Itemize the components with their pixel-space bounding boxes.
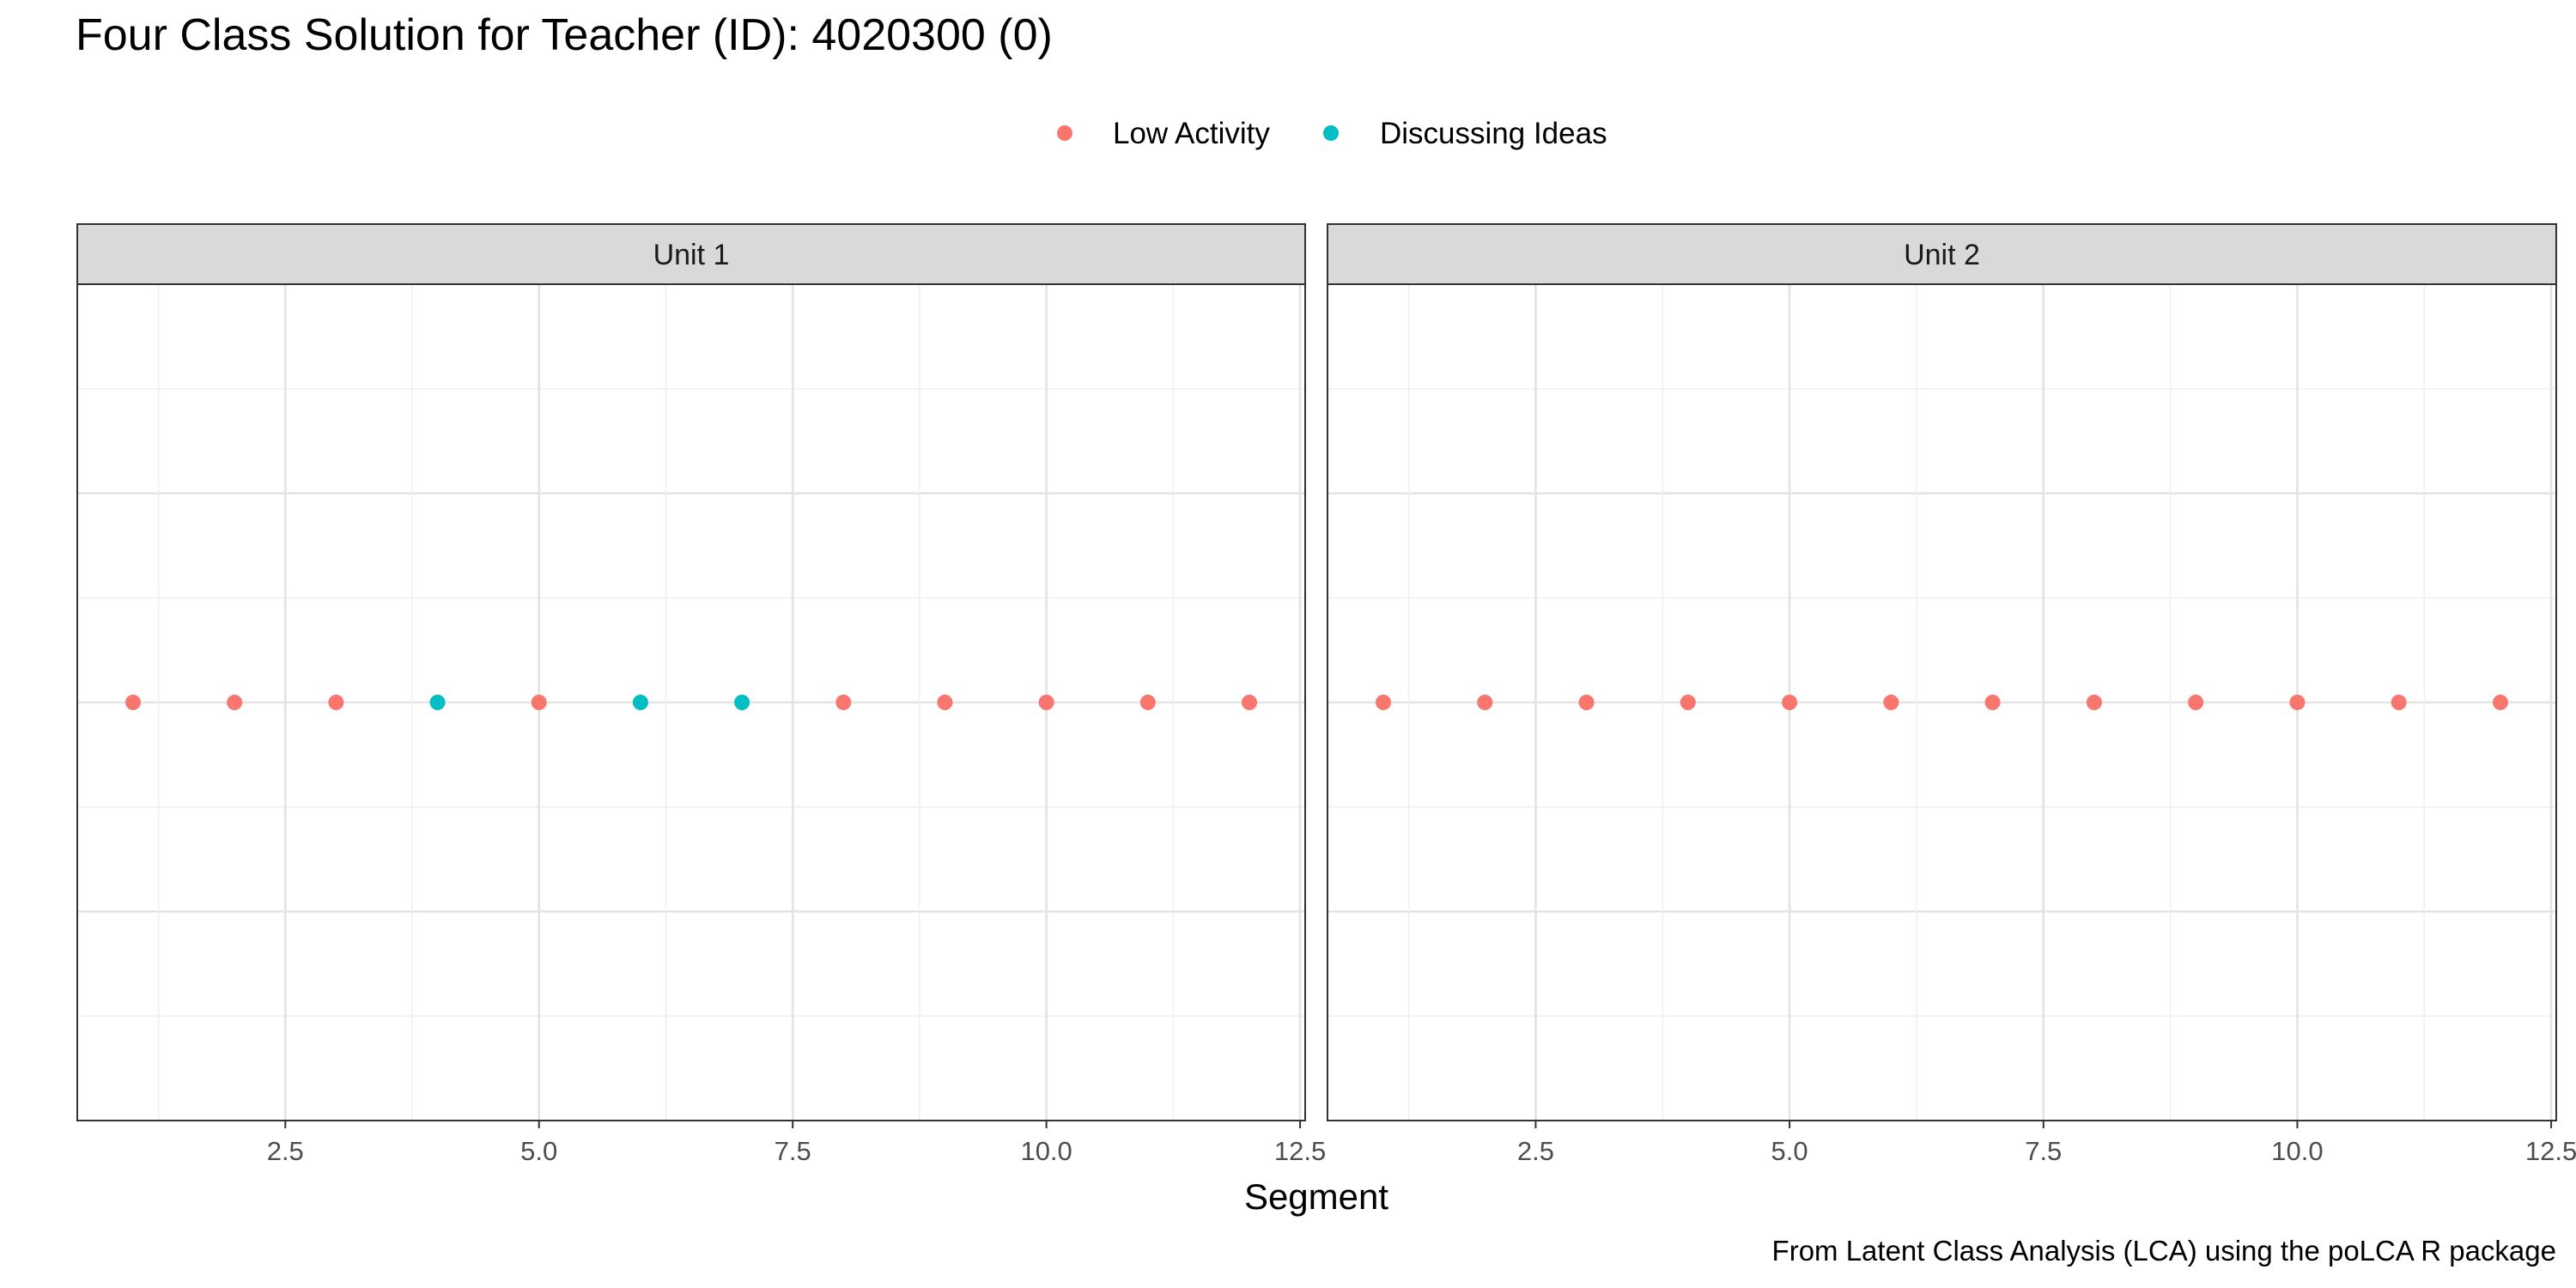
facet-strip-label: Unit 1 — [653, 239, 730, 271]
facet-strip-label: Unit 2 — [1904, 239, 1980, 271]
x-tick-label: 10.0 — [1020, 1136, 1072, 1166]
data-point — [632, 695, 648, 710]
data-point — [734, 695, 750, 710]
data-point — [125, 695, 141, 710]
legend-item: Low Activity — [1057, 117, 1270, 150]
data-point — [835, 695, 852, 710]
legend-label: Low Activity — [1113, 117, 1270, 150]
data-point — [2289, 695, 2306, 710]
data-point — [2086, 695, 2102, 710]
x-tick-label: 12.5 — [2525, 1136, 2576, 1166]
x-tick-label: 12.5 — [1274, 1136, 1326, 1166]
panel-border — [76, 283, 1306, 1121]
x-axis-label: Segment — [1244, 1176, 1388, 1217]
legend: Low Activity Discussing Ideas — [1057, 117, 1607, 150]
data-point — [1883, 695, 1899, 710]
facet-panel: Unit 1 2.5 5.0 7.5 10.0 12.5 — [76, 223, 1326, 1166]
facet-panel: Unit 2 2.5 5.0 7.5 10.0 12.5 — [1327, 223, 2576, 1166]
data-point — [227, 695, 243, 710]
data-point — [1477, 695, 1493, 710]
x-tick-label: 7.5 — [775, 1136, 811, 1166]
legend-item: Discussing Ideas — [1323, 117, 1607, 150]
data-point — [328, 695, 344, 710]
legend-key — [1323, 125, 1339, 141]
x-tick-label: 5.0 — [520, 1136, 557, 1166]
data-point — [531, 695, 547, 710]
data-point — [1984, 695, 2001, 710]
legend-label: Discussing Ideas — [1380, 117, 1607, 150]
facet-panels: Unit 1 2.5 5.0 7.5 10.0 12.5 Unit 2 2.5 5.0 7.5 10… — [76, 223, 2576, 1166]
data-point — [937, 695, 953, 710]
data-point — [1139, 695, 1156, 710]
data-point — [1242, 695, 1257, 710]
data-point — [1782, 695, 1798, 710]
x-tick-label: 5.0 — [1771, 1136, 1808, 1166]
data-point — [2391, 695, 2407, 710]
facet-strip — [1327, 223, 2557, 285]
data-point — [1038, 695, 1054, 710]
data-point — [2188, 695, 2204, 710]
chart-caption: From Latent Class Analysis (LCA) using t… — [1772, 1235, 2556, 1267]
x-tick-label: 2.5 — [267, 1136, 304, 1166]
facet-strip — [76, 223, 1306, 285]
data-point — [1376, 695, 1392, 710]
data-point — [1680, 695, 1696, 710]
chart-title: Four Class Solution for Teacher (ID): 40… — [76, 10, 1053, 60]
x-tick-label: 10.0 — [2271, 1136, 2323, 1166]
legend-key — [1057, 125, 1072, 141]
panel-border — [1327, 283, 2557, 1121]
x-tick-label: 2.5 — [1517, 1136, 1554, 1166]
data-point — [2492, 695, 2508, 710]
data-point — [429, 695, 446, 710]
x-tick-label: 7.5 — [2025, 1136, 2062, 1166]
data-point — [1578, 695, 1595, 710]
